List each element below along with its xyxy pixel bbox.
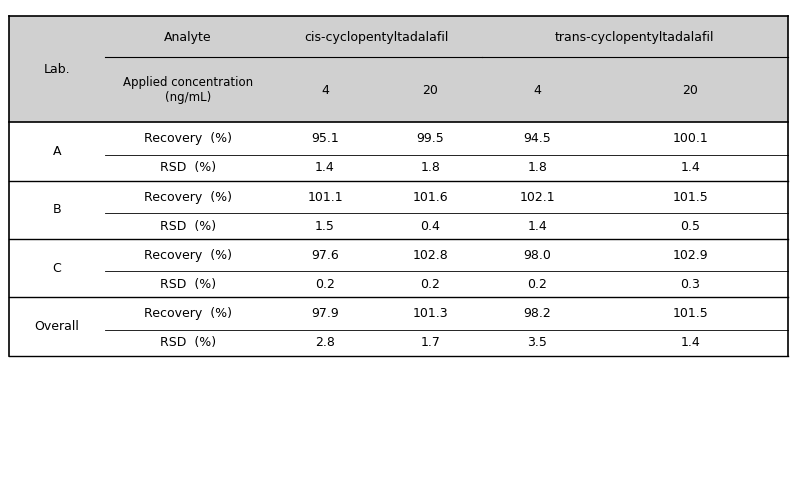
Text: cis-cyclopentyltadalafil: cis-cyclopentyltadalafil xyxy=(304,31,449,44)
Text: 1.7: 1.7 xyxy=(420,336,440,349)
Text: 101.5: 101.5 xyxy=(673,307,709,320)
Text: 101.6: 101.6 xyxy=(413,191,448,204)
Text: Applied concentration
(ng/mL): Applied concentration (ng/mL) xyxy=(123,77,253,104)
Text: 2.8: 2.8 xyxy=(315,336,335,349)
Text: Recovery  (%): Recovery (%) xyxy=(144,132,232,145)
Text: 101.5: 101.5 xyxy=(673,191,709,204)
Text: RSD  (%): RSD (%) xyxy=(160,162,216,174)
Text: 3.5: 3.5 xyxy=(528,336,548,349)
Text: Recovery  (%): Recovery (%) xyxy=(144,249,232,262)
Text: 0.2: 0.2 xyxy=(420,278,440,291)
Text: 1.4: 1.4 xyxy=(315,162,335,174)
Text: 1.4: 1.4 xyxy=(528,220,548,233)
Text: Overall: Overall xyxy=(34,320,80,333)
Text: 4: 4 xyxy=(321,84,329,97)
Text: 0.2: 0.2 xyxy=(315,278,335,291)
Text: 97.9: 97.9 xyxy=(311,307,339,320)
Text: C: C xyxy=(53,262,61,275)
Text: 1.8: 1.8 xyxy=(420,162,440,174)
Text: 98.0: 98.0 xyxy=(524,249,552,262)
Text: 0.2: 0.2 xyxy=(528,278,548,291)
Text: B: B xyxy=(53,203,61,217)
Text: A: A xyxy=(53,145,61,158)
Text: Analyte: Analyte xyxy=(164,31,212,44)
Text: 99.5: 99.5 xyxy=(416,132,444,145)
Text: Lab.: Lab. xyxy=(44,63,70,76)
Text: 100.1: 100.1 xyxy=(673,132,709,145)
Text: 102.9: 102.9 xyxy=(673,249,709,262)
Text: 102.1: 102.1 xyxy=(520,191,556,204)
Text: 102.8: 102.8 xyxy=(412,249,448,262)
Text: Recovery  (%): Recovery (%) xyxy=(144,307,232,320)
Text: 0.5: 0.5 xyxy=(681,220,701,233)
Text: 1.8: 1.8 xyxy=(528,162,548,174)
Text: 1.4: 1.4 xyxy=(681,162,701,174)
Text: 4: 4 xyxy=(533,84,541,97)
Text: Recovery  (%): Recovery (%) xyxy=(144,191,232,204)
Text: 101.1: 101.1 xyxy=(307,191,343,204)
Text: 0.4: 0.4 xyxy=(420,220,440,233)
Text: 20: 20 xyxy=(682,84,698,97)
Text: 0.3: 0.3 xyxy=(681,278,701,291)
Bar xyxy=(10,16,787,122)
Text: 20: 20 xyxy=(422,84,438,97)
Text: 98.2: 98.2 xyxy=(524,307,552,320)
Text: 97.6: 97.6 xyxy=(311,249,339,262)
Text: RSD  (%): RSD (%) xyxy=(160,278,216,291)
Text: trans-cyclopentyltadalafil: trans-cyclopentyltadalafil xyxy=(555,31,715,44)
Text: RSD  (%): RSD (%) xyxy=(160,220,216,233)
Text: RSD  (%): RSD (%) xyxy=(160,336,216,349)
Text: 101.3: 101.3 xyxy=(413,307,448,320)
Text: 95.1: 95.1 xyxy=(311,132,339,145)
Text: 1.4: 1.4 xyxy=(681,336,701,349)
Text: 94.5: 94.5 xyxy=(524,132,552,145)
Text: 1.5: 1.5 xyxy=(315,220,335,233)
